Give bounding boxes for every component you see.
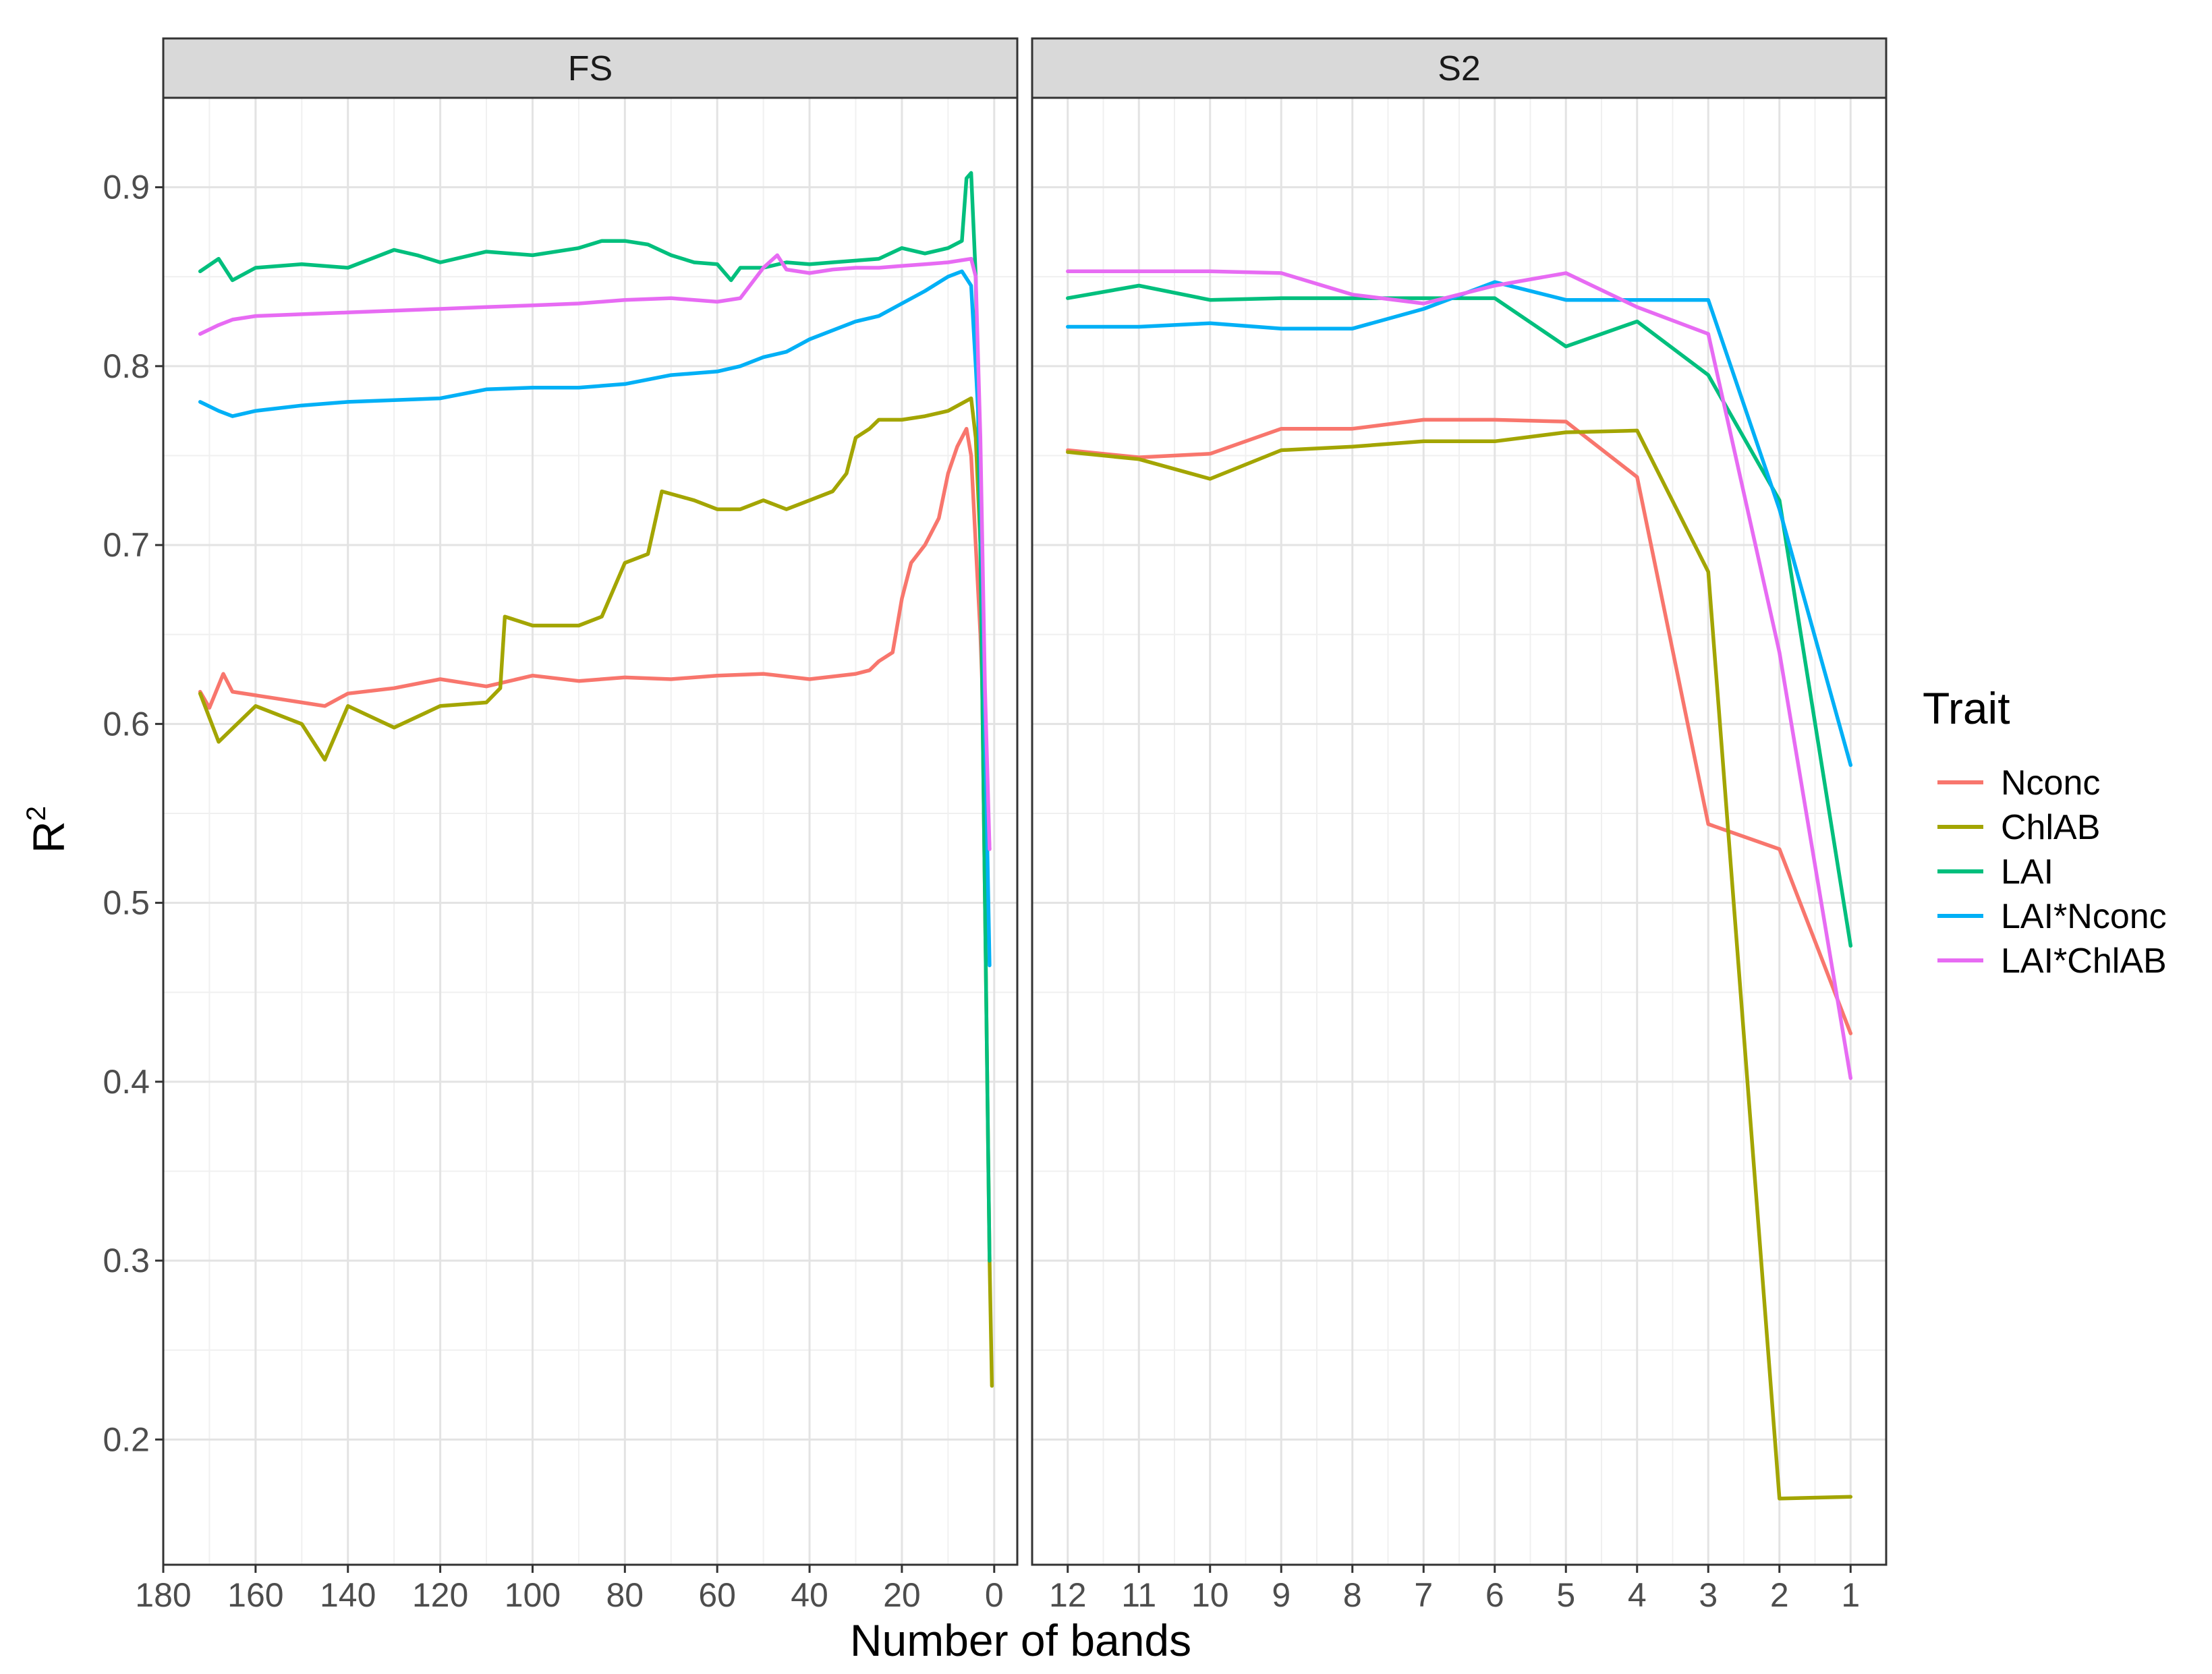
legend-label: Nconc [2001,763,2100,803]
series-line-lai-chlab [1066,269,1853,1080]
x-tick-label: 0 [985,1576,1004,1614]
x-tick-label: 40 [791,1576,828,1614]
series-group [1066,269,1853,1501]
x-tick-label: 11 [1121,1576,1156,1614]
x-tick-label: 80 [606,1576,644,1614]
facet-strip-label: S2 [1438,49,1481,88]
y-tick-label: 0.7 [103,526,150,564]
facet-strip [162,37,1019,99]
y-axis-title-main: R [24,821,74,853]
legend-title: Trait [1923,683,2010,733]
series-line-nconc [198,426,992,851]
x-tick-label: 1 [1841,1576,1860,1614]
y-tick-label: 0.3 [103,1242,150,1279]
y-tick-label: 0.2 [103,1420,150,1458]
legend-label: LAI*Nconc [2001,897,2167,936]
series-group [198,171,994,1388]
x-tick-label: 10 [1191,1576,1229,1614]
facet-panels: 180 160 140 120 100 80 60 40 20 0 FS 12 11 10 9 8 7 6 5 4 3 2… [135,37,1888,1614]
legend-item: LAI*ChlAB [1937,942,2167,981]
y-axis-title: R2 [22,806,74,853]
legend: Trait Nconc ChlAB LAI LAI*Nconc LAI*ChlAB [1923,683,2167,981]
y-tick-label: 0.4 [103,1063,150,1101]
legend-label: LAI [2001,853,2053,892]
x-axis-title: Number of bands [850,1615,1191,1665]
x-tick-label: 120 [412,1576,468,1614]
x-tick-label: 4 [1628,1576,1647,1614]
series-line-lai-chlab [198,253,992,851]
x-tick-label: 60 [698,1576,736,1614]
panel-s2: 12 11 10 9 8 7 6 5 4 3 2 1 S2 [1031,37,1888,1614]
y-tick-label: 0.8 [103,347,150,385]
series-line-lai-nconc [198,269,992,968]
x-tick-label: 5 [1556,1576,1575,1614]
y-tick-label: 0.6 [103,705,150,743]
x-tick-label: 100 [505,1576,561,1614]
x-tick-label: 2 [1770,1576,1789,1614]
x-tick-label: 20 [883,1576,921,1614]
series-line-lai [1066,283,1853,948]
x-tick-label: 140 [320,1576,376,1614]
x-tick-label: 6 [1485,1576,1504,1614]
x-tick-label: 12 [1049,1576,1087,1614]
x-tick-label: 7 [1414,1576,1433,1614]
facet-strip [1031,37,1888,99]
x-tick-label: 3 [1699,1576,1718,1614]
legend-item: Nconc [1937,763,2100,803]
x-tick-label: 8 [1343,1576,1362,1614]
y-axis-title-superscript: 2 [22,806,51,821]
legend-label: LAI*ChlAB [2001,942,2167,981]
legend-label: ChlAB [2001,808,2100,847]
x-tick-label: 9 [1272,1576,1291,1614]
x-tick-label: 180 [135,1576,191,1614]
series-line-lai [198,171,992,1263]
legend-item: LAI*Nconc [1937,897,2167,936]
x-tick-label: 160 [227,1576,283,1614]
facet-strip-label: FS [568,49,613,88]
series-line-nconc [1066,417,1853,1035]
panel-fs: 180 160 140 120 100 80 60 40 20 0 FS [135,37,1019,1614]
series-line-chlab [1066,428,1853,1501]
legend-item: LAI [1937,853,2053,892]
y-tick-label: 0.9 [103,169,150,206]
y-tick-label: 0.5 [103,884,150,922]
legend-item: ChlAB [1937,808,2100,847]
panel-background [163,98,1017,1565]
series-line-chlab [198,396,994,1388]
y-axis: 0.2 0.3 0.4 0.5 0.6 0.7 0.8 0.9 [103,169,163,1458]
